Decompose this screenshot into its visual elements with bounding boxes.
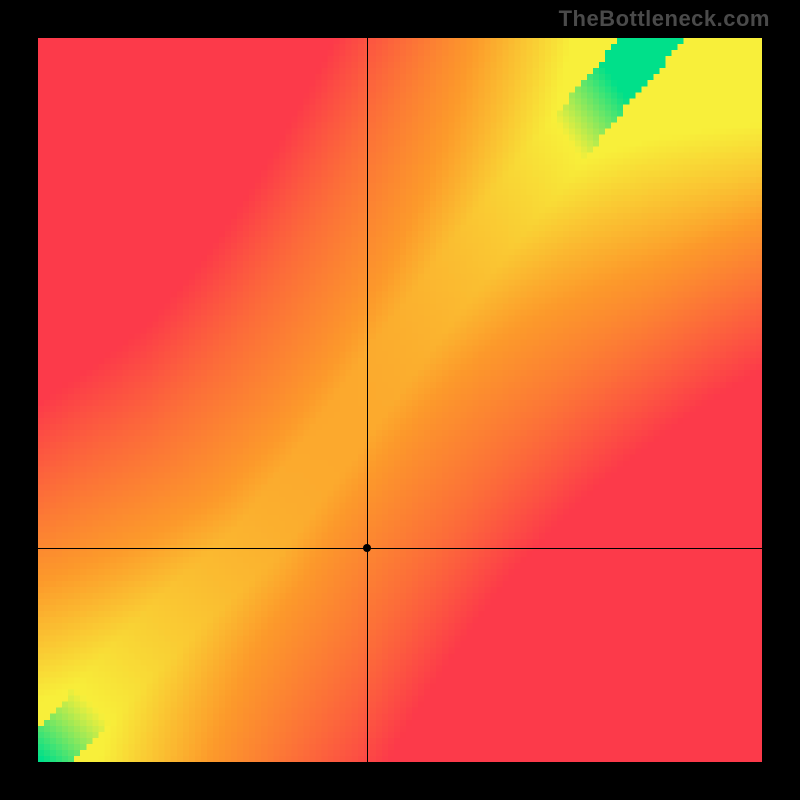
heatmap-canvas	[38, 38, 762, 762]
crosshair-horizontal	[38, 548, 762, 549]
heatmap-plot	[38, 38, 762, 762]
watermark-text: TheBottleneck.com	[559, 6, 770, 32]
data-point-marker	[363, 544, 371, 552]
crosshair-vertical	[367, 38, 368, 762]
